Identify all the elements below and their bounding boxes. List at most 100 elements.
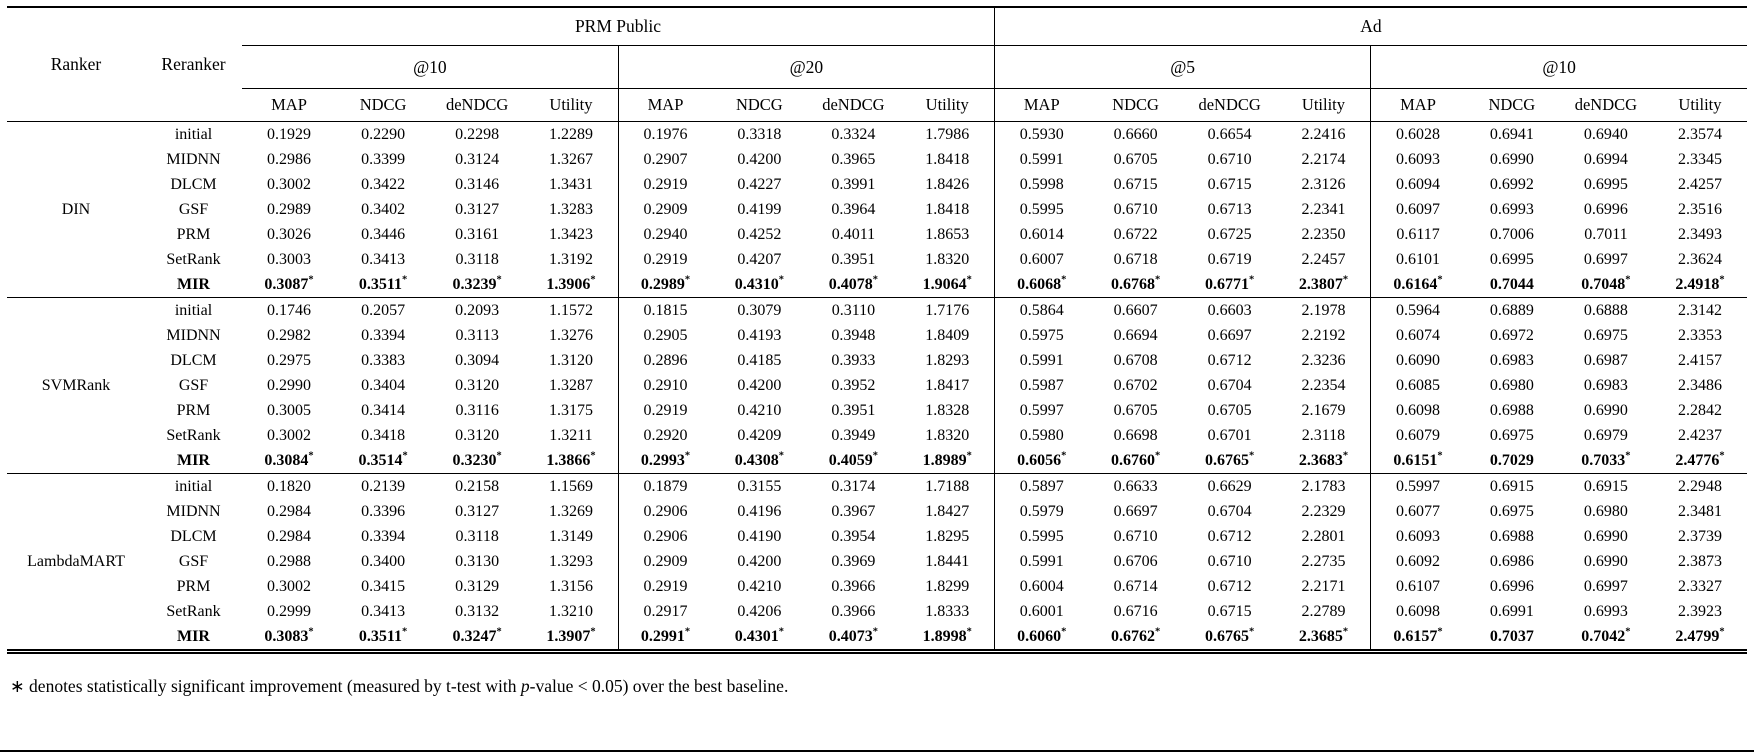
metric-value: 1.9064* <box>922 274 972 293</box>
metric-value: 1.3269 <box>548 502 593 520</box>
significance-star: * <box>872 626 879 638</box>
metric-value: 0.3951 <box>831 401 876 419</box>
metric-value: 1.8328 <box>925 401 970 419</box>
metric-value: 0.6888 <box>1583 301 1628 319</box>
metric-value: 1.8417 <box>925 376 970 394</box>
reranker-label-midnn: MIDNN <box>166 326 221 344</box>
significance-star: * <box>1437 450 1443 462</box>
metric-value: 1.1569 <box>548 477 593 495</box>
metric-value: 1.3283 <box>548 200 593 218</box>
metric-value: 0.3083* <box>264 626 314 645</box>
metric-value: 1.8426 <box>925 175 970 193</box>
metric-value: 0.6979 <box>1583 426 1628 444</box>
metric-value: 0.6705 <box>1113 150 1158 168</box>
significance-star: * <box>1061 626 1067 638</box>
header-metric-utility: Utility <box>549 95 593 114</box>
metric-value: 0.6697 <box>1207 326 1252 344</box>
significance-star: * <box>308 626 314 638</box>
metric-value: 0.6994 <box>1583 150 1628 168</box>
significance-star: * <box>496 626 502 638</box>
metric-value: 0.4308* <box>734 450 784 469</box>
table-row: MIDNN 0.2984 0.3396 0.3127 1.3269 0.2906 0.419… <box>7 499 1747 524</box>
header-metric-ndcg: NDCG <box>359 95 407 114</box>
metric-value: 0.3413 <box>361 250 406 268</box>
metric-value: 2.2192 <box>1301 326 1346 344</box>
reranker-label-mir: MIR <box>177 451 210 469</box>
metric-value: 0.6097 <box>1370 197 1465 222</box>
table-row: SVMRank initial 0.1746 0.2057 0.2093 1.1572 0.… <box>7 297 1747 394</box>
metric-value: 0.6722 <box>1113 225 1158 243</box>
reranker-label-setrank: SetRank <box>166 602 221 620</box>
metric-value: 0.3413 <box>361 602 406 620</box>
reranker-label-prm: PRM <box>176 401 211 419</box>
metric-value: 0.3110 <box>831 301 876 319</box>
metric-value: 0.2909 <box>617 549 713 574</box>
metric-value: 0.6765* <box>1205 626 1255 645</box>
metric-value: 0.3003 <box>267 250 312 268</box>
metric-value: 0.4210 <box>737 401 782 419</box>
metric-value: 0.4207 <box>737 250 782 268</box>
metric-value: 1.3866* <box>546 450 596 469</box>
metric-value: 0.6972 <box>1489 326 1534 344</box>
metric-value: 0.4310* <box>734 274 784 293</box>
metric-value: 0.2975 <box>267 351 312 369</box>
metric-value: 0.6157* <box>1370 624 1465 652</box>
metric-value: 0.6629 <box>1207 477 1252 495</box>
header-dataset-prm-public: PRM Public <box>242 7 995 46</box>
metric-value: 1.3276 <box>548 326 593 344</box>
header-reranker: Reranker <box>161 54 226 74</box>
metric-value: 0.6660 <box>1113 125 1158 143</box>
significance-star: * <box>778 274 784 286</box>
reranker-label-dlcm: DLCM <box>170 175 217 193</box>
metric-value: 0.6712 <box>1207 351 1252 369</box>
metric-value: 0.2991* <box>617 624 713 652</box>
metric-value: 0.6975 <box>1489 502 1534 520</box>
metric-value: 0.3511* <box>358 626 408 645</box>
metric-value: 0.2910 <box>617 373 713 398</box>
metric-value: 2.3923 <box>1677 602 1722 620</box>
metric-value: 0.3324 <box>831 125 876 143</box>
metric-value: 0.5987 <box>993 373 1089 398</box>
metric-value: 0.2093 <box>455 301 500 319</box>
ranker-label-lambdamart: LambdaMART <box>27 552 125 570</box>
metric-value: 0.6992 <box>1489 175 1534 193</box>
metric-value: 0.3414 <box>361 401 406 419</box>
metric-value: 0.6702 <box>1113 376 1158 394</box>
metric-value: 0.6085 <box>1370 373 1465 398</box>
table-row: SetRank 0.2999 0.3413 0.3132 1.3210 0.2917 0.4… <box>7 599 1747 624</box>
metric-value: 0.6941 <box>1489 125 1534 143</box>
significance-star: * <box>496 274 502 286</box>
metric-value: 0.2290 <box>361 125 406 143</box>
metric-value: 0.3161 <box>455 225 500 243</box>
metric-value: 0.1879 <box>617 473 713 499</box>
metric-value: 0.3174 <box>831 477 876 495</box>
metric-value: 0.6092 <box>1370 549 1465 574</box>
significance-star: * <box>1625 450 1631 462</box>
metric-value: 1.3907* <box>546 626 596 645</box>
metric-value: 0.2909 <box>617 197 713 222</box>
metric-value: 0.6007 <box>993 247 1089 272</box>
metric-value: 0.6098 <box>1370 398 1465 423</box>
metric-value: 0.3402 <box>361 200 406 218</box>
significance-star: * <box>1249 626 1255 638</box>
significance-star: * <box>402 274 408 286</box>
metric-value: 0.6990 <box>1583 552 1628 570</box>
significance-star: * <box>1719 450 1725 462</box>
metric-value: 0.7033* <box>1581 450 1631 469</box>
metric-value: 0.2057 <box>361 301 406 319</box>
metric-value: 2.3486 <box>1677 376 1722 394</box>
metric-value: 0.7042* <box>1581 626 1631 645</box>
header-metric-dendcg: deNDCG <box>445 95 509 114</box>
metric-value: 0.3094 <box>455 351 500 369</box>
metric-value: 0.3118 <box>455 250 499 268</box>
metric-value: 2.3807* <box>1298 274 1349 293</box>
metric-value: 0.2906 <box>617 499 713 524</box>
metric-value: 2.3574 <box>1677 125 1722 143</box>
table-row: MIDNN 0.2982 0.3394 0.3113 1.3276 0.2905 0.419… <box>7 323 1747 348</box>
metric-value: 0.6997 <box>1583 577 1628 595</box>
significance-star: * <box>1154 626 1161 638</box>
metric-value: 2.2354 <box>1301 376 1346 394</box>
table-row: PRM 0.3026 0.3446 0.3161 1.3423 0.2940 0.4252 0… <box>7 222 1747 247</box>
metric-value: 0.6713 <box>1207 200 1252 218</box>
table-row: PRM 0.3002 0.3415 0.3129 1.3156 0.2919 0.4210 0… <box>7 574 1747 599</box>
